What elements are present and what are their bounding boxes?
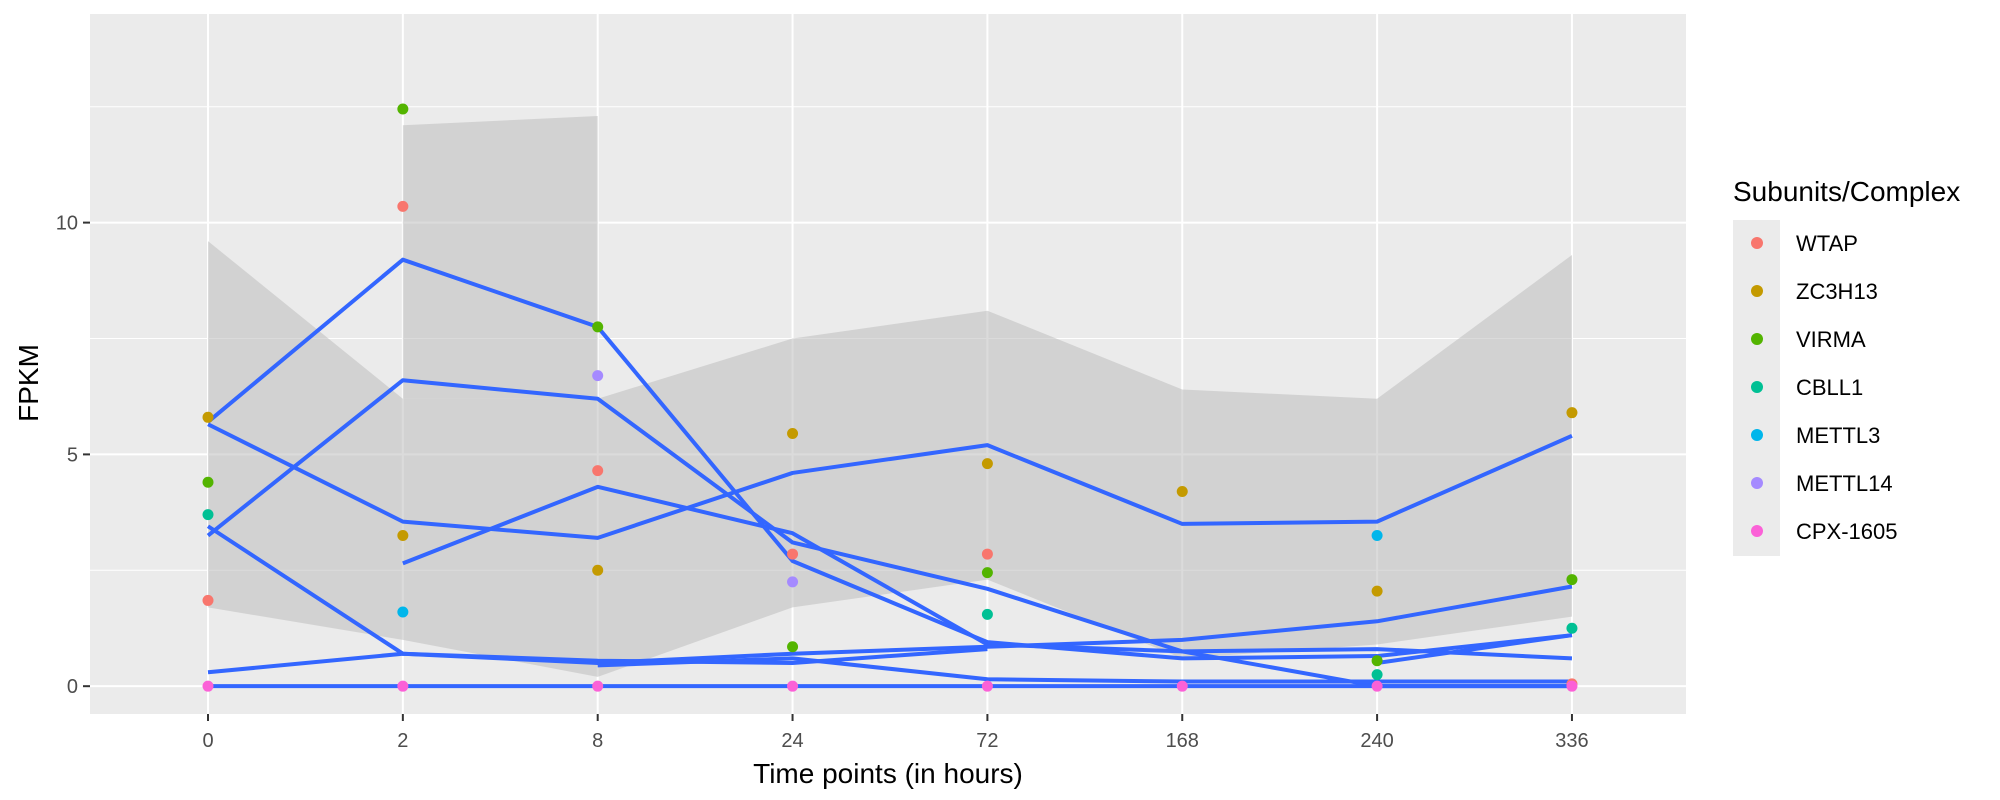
y-axis-title: FPKM xyxy=(13,344,44,422)
point-cbll1 xyxy=(981,608,993,620)
y-axis: 0 5 10 xyxy=(56,213,90,698)
legend-key xyxy=(1751,429,1763,441)
point-wtap xyxy=(981,548,993,560)
point-virma xyxy=(1371,655,1383,667)
point-virma xyxy=(981,567,993,579)
legend: Subunits/Complex WTAP ZC3H13 VIRMA CBLL1 MET… xyxy=(1733,176,1960,556)
legend-key xyxy=(1751,285,1763,297)
y-tick-label: 10 xyxy=(56,213,78,235)
point-mettl3 xyxy=(397,606,409,618)
legend-title: Subunits/Complex xyxy=(1733,176,1960,207)
plot-panel xyxy=(90,14,1686,714)
x-tick-label: 24 xyxy=(781,730,803,752)
point-cbll1 xyxy=(1566,622,1578,634)
point-cpx-1605 xyxy=(787,680,799,692)
x-axis-title: Time points (in hours) xyxy=(753,758,1023,789)
legend-key xyxy=(1751,333,1763,345)
point-wtap xyxy=(397,200,409,212)
point-cpx-1605 xyxy=(1176,680,1188,692)
legend-label: METTL3 xyxy=(1796,423,1880,448)
fit-line xyxy=(206,257,1573,661)
point-cpx-1605 xyxy=(1566,680,1578,692)
x-axis: 0 2 8 24 72 168 240 336 xyxy=(202,714,1589,752)
legend-label: METTL14 xyxy=(1796,471,1893,496)
point-zc3h13 xyxy=(981,458,993,470)
point-virma xyxy=(592,321,604,333)
x-tick-label: 168 xyxy=(1166,730,1199,752)
x-tick-label: 336 xyxy=(1555,730,1588,752)
legend-key xyxy=(1751,477,1763,489)
legend-key xyxy=(1751,381,1763,393)
fit-line xyxy=(207,647,988,675)
legend-label: ZC3H13 xyxy=(1796,279,1878,304)
point-zc3h13 xyxy=(1371,585,1383,597)
x-tick-label: 0 xyxy=(202,730,213,752)
y-tick-label: 5 xyxy=(67,444,78,466)
point-cbll1 xyxy=(202,509,214,521)
legend-items: WTAP ZC3H13 VIRMA CBLL1 METTL3 METTL14 CPX-160… xyxy=(1751,231,1898,544)
point-mettl14 xyxy=(592,370,604,382)
point-wtap xyxy=(202,594,214,606)
x-tick-label: 72 xyxy=(976,730,998,752)
point-cpx-1605 xyxy=(981,680,993,692)
x-tick-label: 2 xyxy=(397,730,408,752)
point-zc3h13 xyxy=(592,564,604,576)
point-zc3h13 xyxy=(1566,407,1578,419)
fit-line xyxy=(206,378,1573,661)
point-mettl14 xyxy=(787,576,799,588)
point-cpx-1605 xyxy=(1371,680,1383,692)
legend-key xyxy=(1751,237,1763,249)
y-tick-label: 0 xyxy=(67,676,78,698)
point-zc3h13 xyxy=(1176,485,1188,497)
legend-label: WTAP xyxy=(1796,231,1858,256)
point-virma xyxy=(787,641,799,653)
point-virma xyxy=(397,103,409,115)
legend-key xyxy=(1751,525,1763,537)
point-wtap xyxy=(592,465,604,477)
point-virma xyxy=(202,476,214,488)
point-virma xyxy=(1566,574,1578,586)
point-wtap xyxy=(787,548,799,560)
point-cpx-1605 xyxy=(592,680,604,692)
legend-label: CBLL1 xyxy=(1796,375,1863,400)
x-tick-label: 8 xyxy=(592,730,603,752)
fit-line xyxy=(1376,633,1573,665)
point-zc3h13 xyxy=(397,530,409,542)
point-mettl3 xyxy=(1371,530,1383,542)
point-zc3h13 xyxy=(202,411,214,423)
point-cbll1 xyxy=(1371,669,1383,681)
legend-label: VIRMA xyxy=(1796,327,1866,352)
fit-line xyxy=(597,656,1572,684)
fit-line xyxy=(207,422,1573,540)
point-cpx-1605 xyxy=(397,680,409,692)
legend-label: CPX-1605 xyxy=(1796,519,1898,544)
x-tick-label: 240 xyxy=(1360,730,1393,752)
point-zc3h13 xyxy=(787,428,799,440)
confidence-ribbon xyxy=(402,115,598,399)
point-cpx-1605 xyxy=(202,680,214,692)
